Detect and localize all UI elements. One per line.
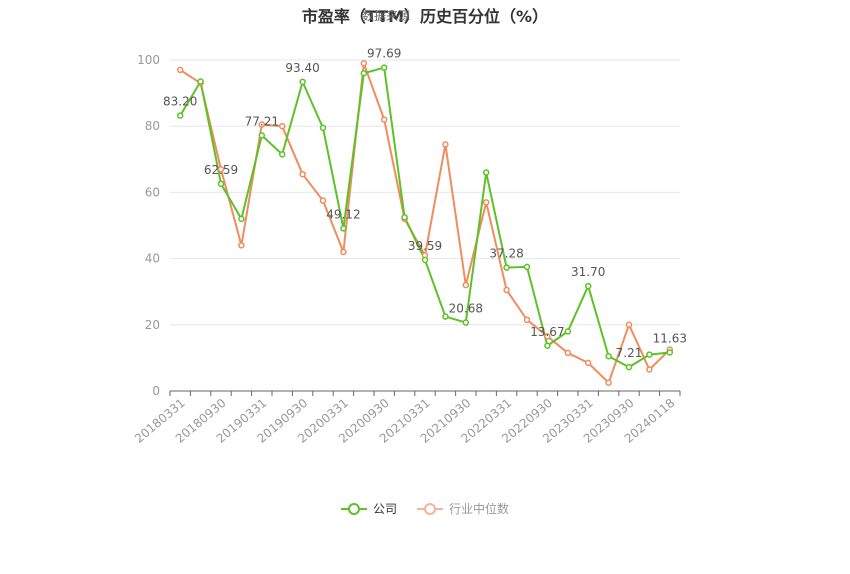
- grid-lines: [170, 59, 680, 326]
- data-point: [421, 256, 429, 264]
- data-point: [258, 132, 266, 139]
- data-label: 13.67: [530, 325, 564, 339]
- data-point: [319, 197, 327, 204]
- data-label: 39.59: [408, 239, 442, 253]
- data-point: [238, 242, 245, 249]
- data-point: [462, 281, 470, 289]
- data-point: [299, 170, 306, 178]
- y-tick-label: 100: [137, 53, 160, 67]
- legend-item-industry-median[interactable]: 行业中位数: [417, 500, 509, 517]
- legend-label-company: 公司: [372, 502, 397, 516]
- series-line: [179, 66, 670, 369]
- data-point: [238, 215, 245, 223]
- data-point: [666, 349, 674, 356]
- data-point: [503, 264, 510, 271]
- data-label: 83.20: [163, 95, 197, 109]
- data-point: [401, 213, 408, 221]
- data-point: [278, 151, 286, 158]
- data-label: 7.21: [616, 346, 643, 360]
- data-point: [442, 141, 449, 148]
- data-point: [176, 66, 184, 74]
- y-axis: 0 20 40 60 80 100: [137, 53, 160, 398]
- y-tick-label: 0: [152, 384, 160, 398]
- data-point: [319, 124, 327, 132]
- data-point: [340, 248, 347, 256]
- y-tick-label: 60: [145, 185, 160, 199]
- data-point: [564, 349, 572, 357]
- data-point: [197, 78, 204, 85]
- data-point: [176, 112, 184, 119]
- series-lines: [179, 62, 671, 384]
- data-point: [523, 316, 531, 324]
- data-point: [299, 78, 306, 86]
- data-label: 37.28: [489, 247, 523, 261]
- data-point: [482, 169, 490, 176]
- data-point: [442, 313, 449, 320]
- legend-marker-industry-median: [417, 502, 443, 515]
- data-point: [523, 263, 531, 271]
- data-label: 62.59: [204, 163, 238, 177]
- data-label: 77.21: [245, 114, 279, 128]
- y-tick-label: 40: [145, 252, 160, 266]
- data-point: [360, 69, 368, 77]
- data-point: [605, 352, 612, 360]
- data-point: [258, 121, 266, 128]
- series-line: [179, 62, 671, 384]
- data-point: [340, 225, 347, 232]
- data-point: [503, 286, 510, 294]
- chart-title: 市盈率（TTM）历史百分位（%）: [301, 7, 549, 26]
- data-labels: 83.20 62.59 77.21 93.40 49.12 97.69 39.59 20.68…: [163, 47, 687, 360]
- series-points: [176, 60, 674, 386]
- data-label: 93.40: [285, 61, 319, 75]
- data-point: [380, 116, 388, 123]
- data-point: [646, 366, 653, 373]
- data-label: 20.68: [449, 302, 483, 316]
- data-point: [278, 122, 286, 130]
- data-label: 49.12: [326, 207, 360, 221]
- data-point: [217, 165, 225, 173]
- data-point: [605, 379, 612, 386]
- data-point: [360, 60, 368, 67]
- data-point: [482, 199, 490, 206]
- data-point: [380, 64, 388, 71]
- y-tick-label: 20: [145, 318, 160, 332]
- legend: 公司 行业中位数: [0, 500, 850, 517]
- data-point: [544, 333, 551, 340]
- data-point: [564, 328, 572, 335]
- data-label: 31.70: [571, 265, 605, 279]
- data-point: [646, 351, 653, 358]
- data-point: [217, 180, 225, 188]
- data-point: [584, 359, 592, 367]
- data-point: [544, 342, 551, 350]
- data-label: 11.63: [653, 332, 687, 346]
- data-point: [462, 319, 470, 326]
- x-axis: 2018033120180930201903312019093020200331…: [132, 390, 681, 446]
- data-point: [584, 282, 592, 290]
- watermark-text: 数据来源: [362, 9, 411, 23]
- legend-label-industry-median: 行业中位数: [449, 502, 510, 516]
- data-point: [625, 321, 633, 329]
- legend-item-company[interactable]: 公司: [340, 500, 397, 517]
- y-tick-label: 80: [145, 119, 160, 133]
- legend-marker-company: [340, 502, 367, 515]
- data-label: 97.69: [367, 47, 401, 61]
- data-point: [625, 363, 633, 371]
